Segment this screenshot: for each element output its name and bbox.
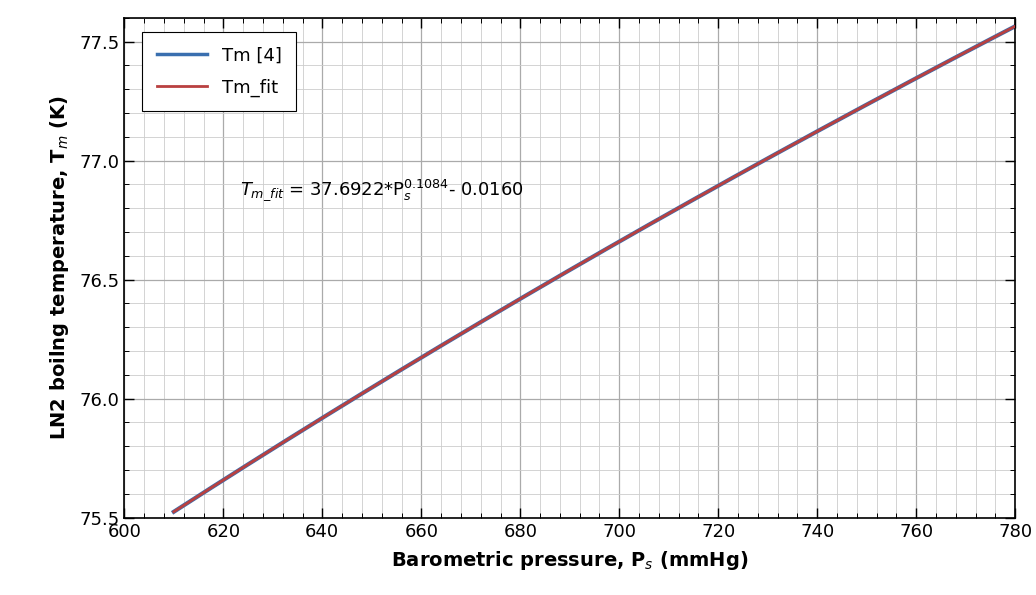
Text: $T_{m\_fit}$ = 37.6922*P$_s^{0.1084}$- 0.0160: $T_{m\_fit}$ = 37.6922*P$_s^{0.1084}$- 0… <box>240 178 524 203</box>
Legend: Tm [4], Tm_fit: Tm [4], Tm_fit <box>142 32 296 111</box>
Y-axis label: LN2 boilng temperature, T$_m$ (K): LN2 boilng temperature, T$_m$ (K) <box>48 95 70 440</box>
X-axis label: Barometric pressure, P$_s$ (mmHg): Barometric pressure, P$_s$ (mmHg) <box>391 549 749 572</box>
